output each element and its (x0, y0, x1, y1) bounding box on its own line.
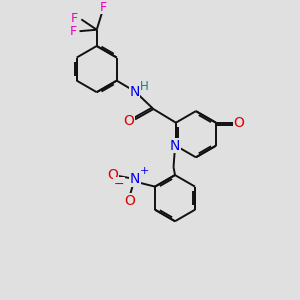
Text: O: O (107, 168, 118, 182)
Text: N: N (130, 172, 140, 186)
Text: N: N (170, 139, 180, 153)
Text: F: F (100, 1, 107, 14)
Text: +: + (140, 166, 150, 176)
Text: F: F (71, 12, 78, 25)
Text: O: O (124, 114, 135, 128)
Text: H: H (140, 80, 149, 93)
Text: N: N (129, 85, 140, 99)
Text: O: O (233, 116, 244, 130)
Text: −: − (114, 178, 124, 191)
Text: O: O (125, 194, 136, 208)
Text: F: F (70, 25, 76, 38)
